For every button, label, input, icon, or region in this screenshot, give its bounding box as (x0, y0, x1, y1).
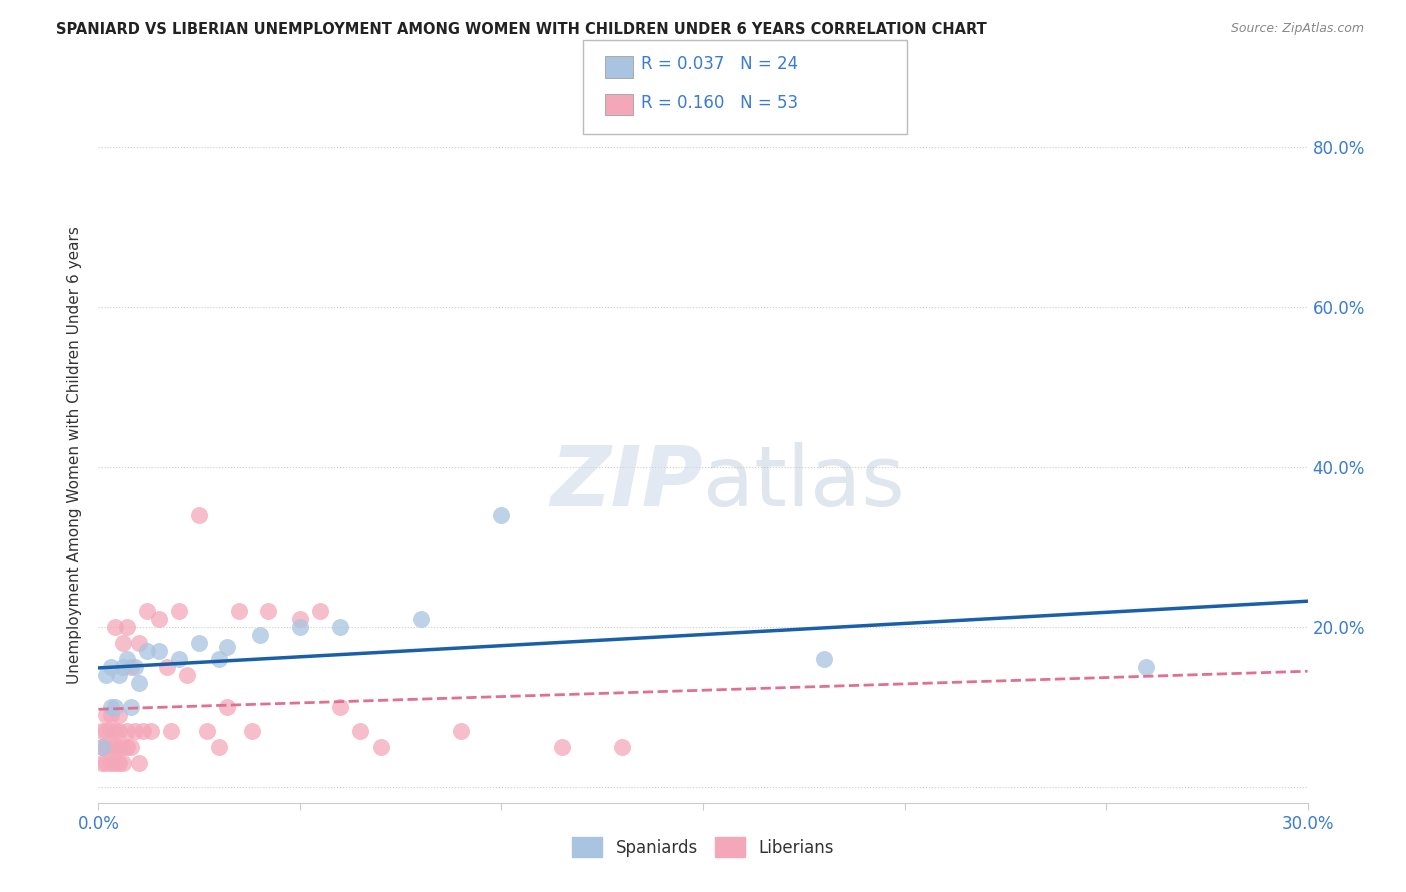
Point (409, 612, 432, 626)
Point (91, 723, 114, 738)
Point (491, 508, 513, 522)
Point (107, 756, 129, 770)
Point (111, 756, 134, 770)
Point (103, 699, 125, 714)
Point (96, 739, 118, 754)
Point (100, 707, 122, 722)
Point (107, 723, 129, 738)
Point (160, 723, 183, 738)
Point (349, 723, 371, 738)
Point (107, 707, 129, 722)
Point (124, 723, 146, 738)
Point (115, 723, 138, 738)
Point (91, 756, 114, 770)
Point (288, 620, 311, 634)
Point (217, 640, 239, 654)
Point (240, 723, 263, 738)
Point (188, 508, 211, 522)
Point (120, 739, 142, 754)
Point (115, 620, 138, 634)
Point (128, 636, 150, 650)
Point (103, 739, 125, 754)
Point (107, 739, 129, 754)
Point (96, 723, 118, 738)
Point (111, 660, 134, 674)
Legend: Spaniards, Liberians: Spaniards, Liberians (565, 830, 841, 864)
Point (329, 620, 352, 634)
Point (309, 604, 332, 618)
Point (288, 612, 311, 626)
Point (195, 723, 218, 738)
Point (120, 660, 142, 674)
Point (100, 739, 122, 754)
Point (329, 699, 352, 714)
Point (128, 756, 150, 770)
Point (167, 652, 190, 666)
Text: R = 0.037   N = 24: R = 0.037 N = 24 (641, 55, 799, 73)
Text: atlas: atlas (703, 442, 904, 524)
Text: R = 0.160   N = 53: R = 0.160 N = 53 (641, 94, 799, 112)
Point (103, 620, 125, 634)
Point (91, 739, 114, 754)
Point (100, 699, 122, 714)
Point (107, 668, 129, 682)
Point (103, 756, 125, 770)
Point (135, 604, 157, 618)
Point (148, 644, 170, 658)
Point (132, 723, 155, 738)
Point (370, 739, 392, 754)
Point (128, 676, 150, 690)
Y-axis label: Unemployment Among Women with Children Under 6 years: Unemployment Among Women with Children U… (67, 226, 83, 684)
Point (188, 636, 211, 650)
Point (148, 612, 170, 626)
Point (100, 660, 122, 674)
Point (256, 604, 278, 618)
Point (111, 739, 134, 754)
Point (111, 636, 134, 650)
Point (249, 628, 271, 642)
Point (208, 739, 231, 754)
Point (156, 660, 179, 674)
Text: ZIP: ZIP (550, 442, 703, 524)
Point (217, 699, 239, 714)
Point (612, 739, 634, 754)
Point (96, 756, 118, 770)
Text: SPANIARD VS LIBERIAN UNEMPLOYMENT AMONG WOMEN WITH CHILDREN UNDER 6 YEARS CORREL: SPANIARD VS LIBERIAN UNEMPLOYMENT AMONG … (56, 22, 987, 37)
Point (167, 604, 190, 618)
Point (115, 652, 138, 666)
Point (135, 644, 157, 658)
Point (176, 668, 198, 682)
Point (96, 668, 118, 682)
Point (115, 739, 138, 754)
Point (124, 660, 146, 674)
Point (551, 739, 574, 754)
Point (139, 723, 162, 738)
Point (100, 756, 122, 770)
Point (813, 652, 835, 666)
Point (208, 652, 231, 666)
Text: Source: ZipAtlas.com: Source: ZipAtlas.com (1230, 22, 1364, 36)
Point (450, 723, 472, 738)
Point (100, 723, 122, 738)
Point (96, 707, 118, 722)
Point (91, 739, 114, 754)
Point (120, 699, 142, 714)
Point (103, 723, 125, 738)
Point (228, 604, 250, 618)
Point (1135, 660, 1157, 674)
